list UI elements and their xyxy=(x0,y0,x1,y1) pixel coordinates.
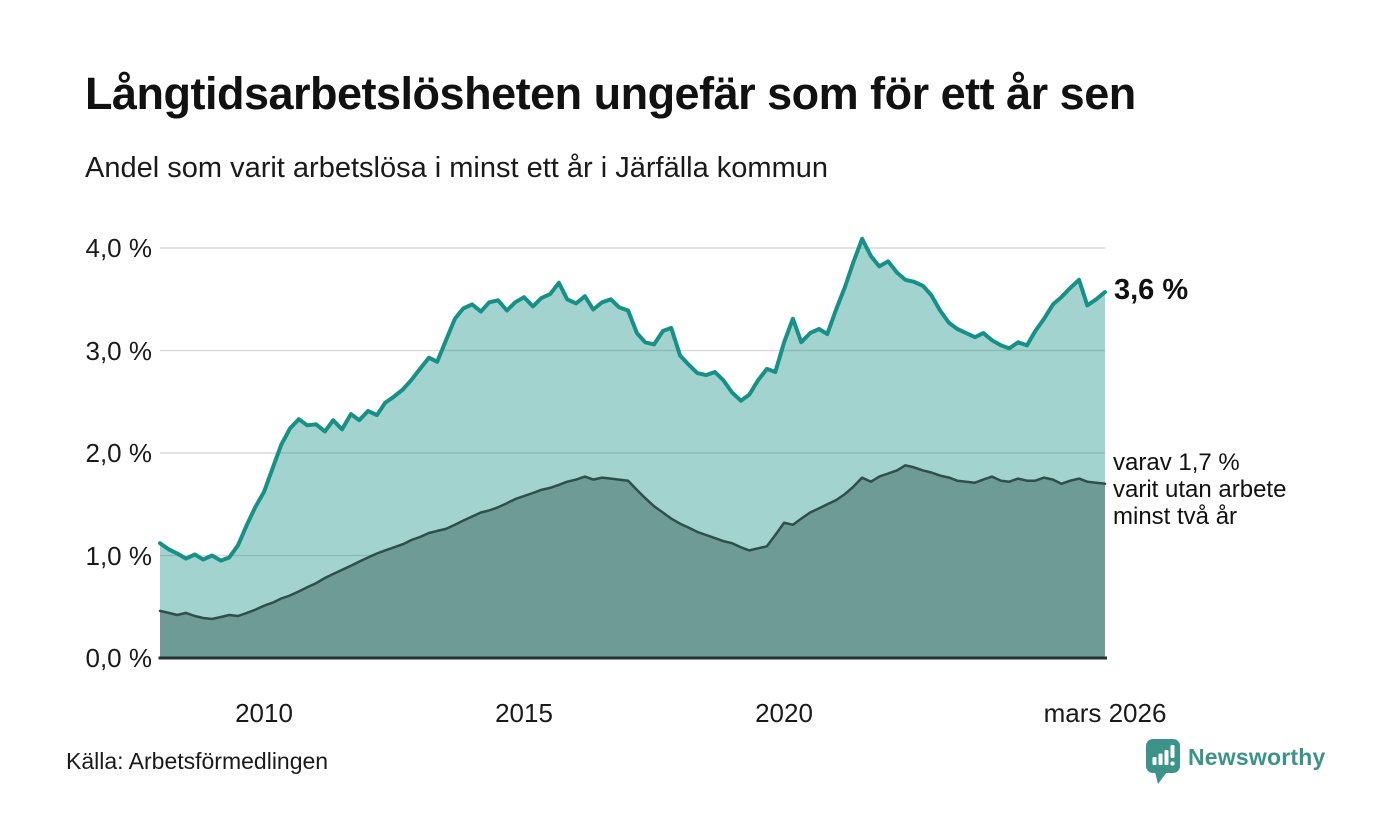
series1-end-value-label: 3,6 % xyxy=(1114,274,1189,306)
x-tick-label: mars 2026 xyxy=(1043,698,1167,728)
x-tick-label: 2015 xyxy=(495,698,553,728)
series-area-2 xyxy=(160,465,1105,658)
y-tick-label: 4,0 % xyxy=(85,233,153,263)
newsworthy-wordmark: Newsworthy xyxy=(1188,744,1326,770)
y-tick-label: 1,0 % xyxy=(85,541,153,571)
newsworthy-logo[interactable]: Newsworthy xyxy=(1146,739,1346,789)
bar-chart-speech-bubble-icon xyxy=(1146,739,1180,784)
series-line-1 xyxy=(158,236,1107,563)
area-fills xyxy=(160,238,1105,659)
series-area-1 xyxy=(160,238,1105,659)
series2-annotation-line1: varav 1,7 % xyxy=(1113,449,1240,476)
y-tick-label: 2,0 % xyxy=(85,438,153,468)
series2-annotation-line3: minst två år xyxy=(1113,503,1238,530)
y-tick-label: 0,0 % xyxy=(85,643,153,673)
series-line-2 xyxy=(158,464,1107,621)
source-credit: Källa: Arbetsförmedlingen xyxy=(66,748,329,774)
x-tick-label: 2020 xyxy=(755,698,813,728)
x-tick-label: 2010 xyxy=(235,698,293,728)
series-lines xyxy=(158,236,1107,621)
gridlines xyxy=(160,247,1105,557)
series2-annotation-line2: varit utan arbete xyxy=(1113,476,1287,503)
page-title: Långtidsarbetslösheten ungefär som för e… xyxy=(85,68,1136,119)
page-subtitle: Andel som varit arbetslösa i minst ett å… xyxy=(85,152,828,184)
y-tick-label: 3,0 % xyxy=(85,336,153,366)
series2-annotation: varav 1,7 % varit utan arbete minst två … xyxy=(1113,449,1286,530)
